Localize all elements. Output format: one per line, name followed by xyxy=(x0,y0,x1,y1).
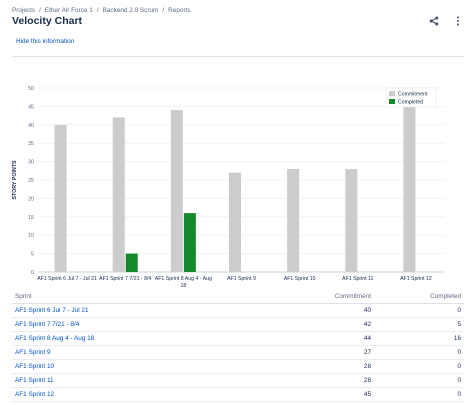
sprint-link[interactable]: AF1 Sprint 11 xyxy=(15,376,54,384)
table-row: AF1 Sprint 10 28 0 xyxy=(12,359,464,374)
commitment-bar xyxy=(54,124,67,272)
y-tick-label: 15 xyxy=(28,215,34,221)
page-title: Velocity Chart xyxy=(12,15,83,27)
y-tick-label: 20 xyxy=(28,196,34,202)
commitment-value: 27 xyxy=(284,345,374,360)
table-row: AF1 Sprint 7 7/21 - 8/4 42 5 xyxy=(12,317,464,332)
x-tick-label: AF1 Sprint 10 xyxy=(284,276,316,282)
y-tick-label: 35 xyxy=(28,141,34,147)
legend-label: Commitment xyxy=(398,92,428,98)
hide-information-link[interactable]: Hide this information xyxy=(16,38,75,45)
breadcrumb-board[interactable]: Backend 2.0 Scrum xyxy=(102,6,159,14)
sprint-link[interactable]: AF1 Sprint 10 xyxy=(15,362,55,370)
completed-value: 16 xyxy=(374,331,464,346)
sprint-link[interactable]: AF1 Sprint 7 7/21 - 8/4 xyxy=(15,320,80,328)
completed-bar xyxy=(183,213,196,272)
breadcrumb-separator: / xyxy=(162,6,165,14)
breadcrumb: Projects / Ether Air Force 1 / Backend 2… xyxy=(12,5,191,15)
legend-swatch xyxy=(389,91,395,96)
y-tick-label: 40 xyxy=(28,123,34,129)
commitment-bar xyxy=(112,117,125,272)
sprint-table: Sprint Commitment Completed AF1 Sprint 6… xyxy=(12,291,464,402)
x-tick-label: AF1 Sprint 8 Aug 4 - Aug xyxy=(155,276,212,282)
commitment-bar xyxy=(170,110,183,272)
y-axis-label: STORY POINTS xyxy=(12,160,18,200)
legend-label: Completed xyxy=(398,100,423,106)
x-tick-label: AF1 Sprint 9 xyxy=(227,276,256,282)
commitment-bar xyxy=(345,168,358,272)
completed-column-header: Completed xyxy=(374,291,464,304)
y-tick-label: 50 xyxy=(28,86,34,92)
breadcrumb-project[interactable]: Ether Air Force 1 xyxy=(44,6,93,14)
completed-value: 0 xyxy=(374,387,464,402)
table-row: AF1 Sprint 11 28 0 xyxy=(12,373,464,388)
more-icon[interactable] xyxy=(451,14,465,28)
y-tick-label: 0 xyxy=(31,270,34,276)
sprint-link[interactable]: AF1 Sprint 9 xyxy=(15,348,51,356)
y-tick-label: 5 xyxy=(31,252,34,258)
table-row: AF1 Sprint 12 45 0 xyxy=(12,387,464,402)
y-tick-label: 25 xyxy=(28,178,34,184)
table-header-row: Sprint Commitment Completed xyxy=(12,291,464,304)
header-actions xyxy=(427,14,465,28)
share-icon[interactable] xyxy=(427,14,441,28)
commitment-value: 28 xyxy=(284,373,374,388)
completed-value: 0 xyxy=(374,359,464,374)
commitment-value: 42 xyxy=(284,317,374,332)
breadcrumb-projects[interactable]: Projects xyxy=(12,6,36,14)
x-tick-label: AF1 Sprint 7 7/21 - 8/4 xyxy=(99,276,151,282)
sprint-column-header: Sprint xyxy=(12,291,284,304)
commitment-value: 28 xyxy=(284,359,374,374)
commitment-column-header: Commitment xyxy=(284,291,374,304)
table-row: AF1 Sprint 6 Jul 7 - Jul 21 40 0 xyxy=(12,303,464,318)
commitment-value: 45 xyxy=(284,387,374,402)
completed-bar xyxy=(125,253,138,272)
table-row: AF1 Sprint 9 27 0 xyxy=(12,345,464,360)
sprint-link[interactable]: AF1 Sprint 6 Jul 7 - Jul 21 xyxy=(15,306,89,314)
commitment-value: 40 xyxy=(284,303,374,318)
x-tick-label: AF1 Sprint 12 xyxy=(400,276,432,282)
completed-value: 0 xyxy=(374,303,464,318)
sprint-link[interactable]: AF1 Sprint 8 Aug 4 - Aug 18 xyxy=(15,334,95,342)
completed-value: 0 xyxy=(374,373,464,388)
breadcrumb-separator: / xyxy=(96,6,99,14)
completed-value: 0 xyxy=(374,345,464,360)
legend-box xyxy=(385,87,437,108)
y-tick-label: 30 xyxy=(28,160,34,166)
x-tick-label: AF1 Sprint 11 xyxy=(342,276,373,282)
table-row: AF1 Sprint 8 Aug 4 - Aug 18 44 16 xyxy=(12,331,464,346)
sprint-link[interactable]: AF1 Sprint 12 xyxy=(15,390,55,398)
commitment-value: 44 xyxy=(284,331,374,346)
completed-value: 5 xyxy=(374,317,464,332)
commitment-bar xyxy=(229,172,241,272)
y-tick-label: 10 xyxy=(28,233,34,239)
x-tick-label: 18 xyxy=(180,283,186,289)
breadcrumb-separator: / xyxy=(39,6,41,14)
velocity-chart: 0 5 10 15 20 25 30 35 40 45 50 STORY POINTS AF1 Spri… xyxy=(0,60,475,290)
velocity-chart-svg: 0 5 10 15 20 25 30 35 40 45 50 STORY POINTS AF1 Spri… xyxy=(12,86,445,289)
commitment-bar xyxy=(403,106,416,273)
breadcrumb-reports[interactable]: Reports xyxy=(168,6,191,14)
y-tick-label: 45 xyxy=(28,104,34,110)
commitment-bar xyxy=(287,168,300,272)
x-tick-label: AF1 Sprint 6 Jul 7 - Jul 21 xyxy=(37,276,97,282)
divider xyxy=(12,56,465,57)
legend-swatch xyxy=(389,99,395,104)
